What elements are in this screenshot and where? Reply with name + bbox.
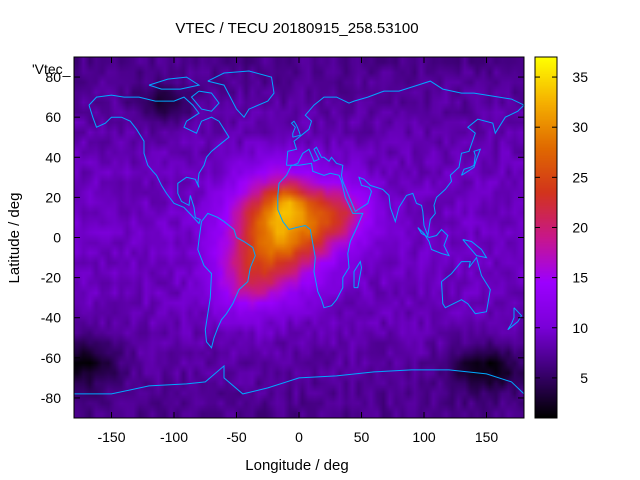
x-axis-title: Longitude / deg bbox=[245, 457, 348, 474]
coastline-greenland bbox=[207, 70, 275, 119]
y-tick-label: -60 bbox=[41, 350, 61, 366]
colorbar-frame bbox=[534, 56, 558, 419]
y-tick-label: 40 bbox=[45, 149, 61, 165]
y-axis: -80 -60 -40 -20 0 20 40 60 80 bbox=[41, 69, 524, 406]
colorbar-tick-label: 30 bbox=[572, 119, 588, 135]
x-tick-label: 100 bbox=[412, 429, 436, 445]
y-tick-label: 60 bbox=[45, 109, 61, 125]
series-label: 'Vtec_ bbox=[32, 61, 71, 77]
coastline-japan bbox=[461, 148, 482, 176]
colorbar-tick-label: 5 bbox=[580, 370, 588, 386]
coastline-new-guinea bbox=[462, 239, 488, 259]
y-tick-label: 0 bbox=[53, 230, 61, 246]
colorbar-tick-label: 15 bbox=[572, 270, 588, 286]
coastline-indonesia bbox=[417, 227, 450, 257]
coastline-north-america bbox=[88, 94, 230, 225]
coastline-new-zealand bbox=[507, 307, 523, 331]
colorbar-ticks: 5 10 15 20 25 30 35 bbox=[535, 69, 588, 386]
coastline-antarctica bbox=[74, 364, 525, 395]
coastline-layer bbox=[74, 70, 525, 395]
heatmap-image bbox=[74, 57, 524, 418]
colorbar: 5 10 15 20 25 30 35 bbox=[534, 56, 588, 419]
y-tick-label: -80 bbox=[41, 390, 61, 406]
colorbar-gradient bbox=[535, 57, 557, 418]
x-axis: -150 -100 -50 0 50 100 150 bbox=[97, 57, 498, 445]
coastline-arctic-islands bbox=[148, 76, 201, 90]
coastline-south-america bbox=[197, 212, 256, 349]
y-tick-label: -20 bbox=[41, 270, 61, 286]
y-tick-label: 80 bbox=[45, 69, 61, 85]
x-tick-label: 0 bbox=[295, 429, 303, 445]
y-tick-label: -40 bbox=[41, 310, 61, 326]
colorbar-tick-label: 10 bbox=[572, 320, 588, 336]
x-tick-label: -150 bbox=[97, 429, 125, 445]
coastline-uk bbox=[290, 120, 301, 138]
coastline-baffin bbox=[190, 90, 220, 112]
heatmap-plot-area bbox=[73, 56, 525, 419]
coastline-eurasia bbox=[286, 80, 525, 238]
x-tick-label: 150 bbox=[475, 429, 499, 445]
coastline-africa bbox=[277, 162, 364, 309]
y-tick-label: 20 bbox=[45, 189, 61, 205]
coastline-australia bbox=[441, 256, 491, 315]
x-tick-label: -50 bbox=[226, 429, 246, 445]
x-tick-label: -100 bbox=[160, 429, 188, 445]
colorbar-tick-label: 25 bbox=[572, 169, 588, 185]
colorbar-tick-label: 20 bbox=[572, 219, 588, 235]
colorbar-tick-label: 35 bbox=[572, 69, 588, 85]
x-tick-label: 50 bbox=[354, 429, 370, 445]
coastline-madagascar bbox=[353, 260, 363, 289]
y-axis-title: Latitude / deg bbox=[6, 193, 23, 284]
chart-title: VTEC / TECU 20180915_258.53100 bbox=[175, 20, 418, 37]
